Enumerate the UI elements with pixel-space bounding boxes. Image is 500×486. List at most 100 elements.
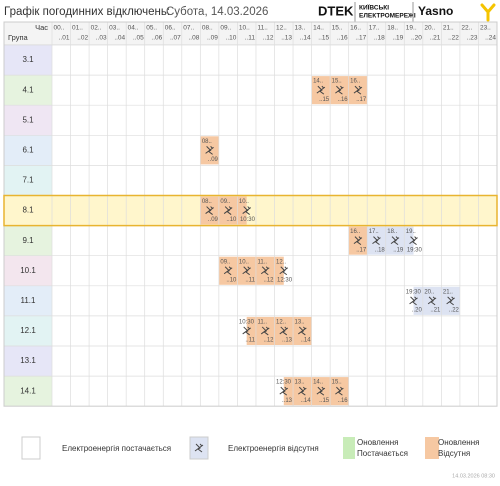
outage-cell <box>246 316 256 345</box>
hour-to: ..23 <box>467 35 478 42</box>
off-icon <box>242 326 251 336</box>
off-icon <box>205 145 214 155</box>
legend-swatch <box>425 437 439 459</box>
outage-cell <box>283 377 294 406</box>
off-icon <box>242 206 251 215</box>
group-cell <box>4 376 52 407</box>
off-icon <box>194 443 204 453</box>
hour-to: ..05 <box>133 35 144 42</box>
hour-to: ..22 <box>448 35 459 42</box>
logo-line: КИЇВСЬКІ <box>359 4 389 12</box>
hour-to: ..13 <box>281 35 292 42</box>
off-icon <box>427 296 437 306</box>
hour-to: ..01 <box>59 35 70 42</box>
group-label: 4.1 <box>22 85 34 94</box>
outage-to: ..13 <box>282 398 293 404</box>
outage-from: 12.. <box>276 319 286 325</box>
outage-to: ..11 <box>245 338 255 344</box>
hour-to: ..24 <box>485 35 496 42</box>
group-cell <box>4 105 52 136</box>
outage-from: 16.. <box>350 79 360 85</box>
hour-to: ..19 <box>392 35 403 42</box>
group-cell <box>4 45 52 76</box>
hour-from: 02.. <box>91 25 102 32</box>
outage-from: 13.. <box>295 380 305 386</box>
off-icon <box>353 85 363 95</box>
legend-label: Відсутня <box>438 449 470 458</box>
outage-to: ..09 <box>208 217 219 223</box>
hour-from: 18.. <box>387 25 398 32</box>
hour-to: ..04 <box>114 35 125 42</box>
highlight-border <box>3 194 498 227</box>
outage-from: 08.. <box>202 199 212 205</box>
hour-from: 08.. <box>202 25 213 32</box>
hour-to: ..21 <box>430 35 441 42</box>
hour-from: 10.. <box>239 25 250 32</box>
outage-from: 17.. <box>369 229 379 235</box>
outage-from: 10:30 <box>239 319 255 325</box>
outage-from: 13.. <box>295 319 305 325</box>
hour-to: ..18 <box>374 35 385 42</box>
logo-partner: Yasno <box>418 4 453 18</box>
hour-from: 07.. <box>183 25 194 32</box>
legend-label: Оновлення <box>438 438 479 447</box>
legend-swatch <box>343 437 355 459</box>
hour-to: ..07 <box>170 35 181 42</box>
off-icon <box>279 326 289 336</box>
group-label: 10.1 <box>20 266 36 275</box>
outage-from: 09.. <box>220 259 230 265</box>
outage-from: 18.. <box>387 229 397 235</box>
group-cell <box>4 255 52 286</box>
off-icon <box>279 266 289 276</box>
outage-to: ..10 <box>226 277 237 283</box>
off-icon <box>298 386 307 396</box>
hour-to: ..20 <box>411 35 422 42</box>
off-icon <box>260 326 270 336</box>
outage-to: ..14 <box>301 398 312 404</box>
group-label: 12.1 <box>20 326 36 335</box>
outage-to: ..19 <box>393 247 404 253</box>
group-label: 3.1 <box>22 55 34 64</box>
hour-to: ..17 <box>355 35 366 42</box>
group-cell <box>4 285 52 316</box>
outage-from: 19.. <box>406 229 416 235</box>
logo-line: ЕЛЕКТРОМЕРЕЖІ <box>359 13 416 20</box>
outage-to: ..22 <box>449 307 460 313</box>
off-icon <box>316 386 326 396</box>
hour-to: ..10 <box>226 35 237 42</box>
group-cell <box>4 75 52 106</box>
outage-to: ..16 <box>338 97 349 103</box>
group-cell <box>4 315 52 346</box>
legend-label: Оновлення <box>357 438 398 447</box>
logo-brand: DTEK <box>318 3 354 18</box>
outage-to: ..13 <box>282 338 293 344</box>
legend-label: Постачається <box>357 449 408 458</box>
off-icon <box>390 236 400 246</box>
group-cell <box>4 225 52 256</box>
hour-from: 15.. <box>332 25 343 32</box>
off-icon <box>353 236 363 246</box>
outage-to: ..16 <box>338 398 349 404</box>
hour-from: 23.. <box>480 25 491 32</box>
hour-to: ..15 <box>318 35 329 42</box>
outage-to: ..20 <box>412 307 423 313</box>
outage-to: ..17 <box>356 97 367 103</box>
group-cell <box>4 346 52 377</box>
group-label: 7.1 <box>22 176 34 185</box>
group-label: 9.1 <box>22 236 34 245</box>
outage-to: ..10 <box>226 217 237 223</box>
outage-to: ..12 <box>263 338 274 344</box>
outage-to: 12:30 <box>277 277 293 283</box>
hour-from: 22.. <box>461 25 472 32</box>
hour-to: ..14 <box>300 35 311 42</box>
group-label: 13.1 <box>20 356 36 365</box>
legend-swatch <box>21 436 41 460</box>
outage-from: 19:30 <box>406 289 422 295</box>
outage-from: 15.. <box>332 380 342 386</box>
outage-cell <box>404 226 414 255</box>
hour-from: 11.. <box>257 25 268 32</box>
off-icon <box>409 236 418 246</box>
hour-from: 09.. <box>220 25 231 32</box>
hour-to: ..08 <box>188 35 199 42</box>
